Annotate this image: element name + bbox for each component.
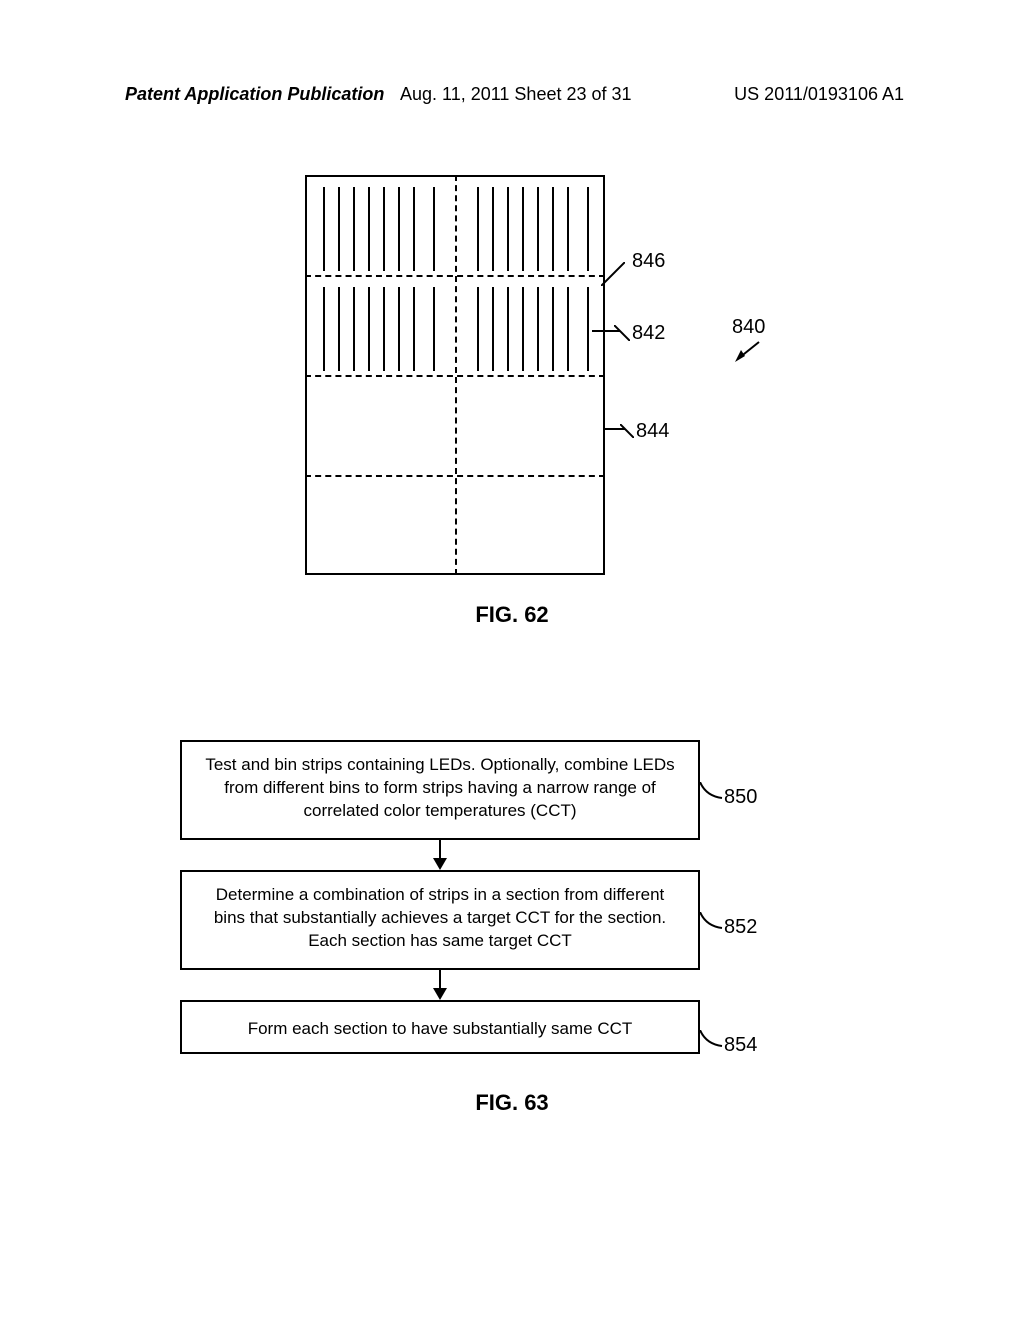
led-strip [507, 287, 509, 371]
reference-label-840: 840 [732, 316, 765, 339]
reference-label-852: 852 [724, 916, 757, 939]
leader-line [601, 262, 625, 286]
led-strip [413, 287, 415, 371]
figure-62 [305, 175, 605, 575]
leader-tick [700, 1030, 724, 1050]
strip-row [305, 287, 605, 371]
led-strip [338, 287, 340, 371]
led-strip [552, 287, 554, 371]
leader-line [614, 325, 630, 341]
led-strip [353, 187, 355, 271]
header-left: Patent Application Publication [125, 84, 384, 105]
led-strip [567, 187, 569, 271]
led-strip [477, 287, 479, 371]
reference-label-844: 844 [636, 420, 669, 443]
led-strip [353, 287, 355, 371]
flow-box-854: Form each section to have substantially … [180, 1000, 700, 1054]
led-strip [398, 287, 400, 371]
strip-row [305, 187, 605, 271]
flow-arrow [439, 970, 441, 990]
led-strip [433, 287, 435, 371]
led-strip [477, 187, 479, 271]
led-strip [323, 187, 325, 271]
led-strip [368, 287, 370, 371]
flow-arrow [439, 840, 441, 860]
reference-label-850: 850 [724, 786, 757, 809]
led-strip [537, 287, 539, 371]
figure-62-caption: FIG. 62 [0, 602, 1024, 628]
leader-line [620, 424, 634, 438]
led-strip [323, 287, 325, 371]
led-strip [507, 187, 509, 271]
flow-box-852: Determine a combination of strips in a s… [180, 870, 700, 970]
figure-63-caption: FIG. 63 [0, 1090, 1024, 1116]
header-right: US 2011/0193106 A1 [734, 84, 904, 105]
led-strip [433, 187, 435, 271]
arrow-head-icon [433, 988, 447, 1000]
led-strip [338, 187, 340, 271]
led-strip [383, 187, 385, 271]
led-strip [383, 287, 385, 371]
leader-tick [700, 782, 724, 802]
reference-label-846: 846 [632, 250, 665, 273]
led-strip [587, 187, 589, 271]
led-strip [492, 187, 494, 271]
led-strip [368, 187, 370, 271]
led-strip [522, 287, 524, 371]
led-strip [552, 187, 554, 271]
led-strip [413, 187, 415, 271]
led-strip [522, 187, 524, 271]
led-strip [567, 287, 569, 371]
reference-label-842: 842 [632, 322, 665, 345]
flow-box-850: Test and bin strips containing LEDs. Opt… [180, 740, 700, 840]
led-strip [587, 287, 589, 371]
arrow-head-icon [433, 858, 447, 870]
leader-tick [700, 912, 724, 932]
leader-arrow [735, 340, 763, 362]
led-strip [492, 287, 494, 371]
led-strip [398, 187, 400, 271]
led-strip [537, 187, 539, 271]
header-center: Aug. 11, 2011 Sheet 23 of 31 [400, 84, 632, 105]
reference-label-854: 854 [724, 1034, 757, 1057]
